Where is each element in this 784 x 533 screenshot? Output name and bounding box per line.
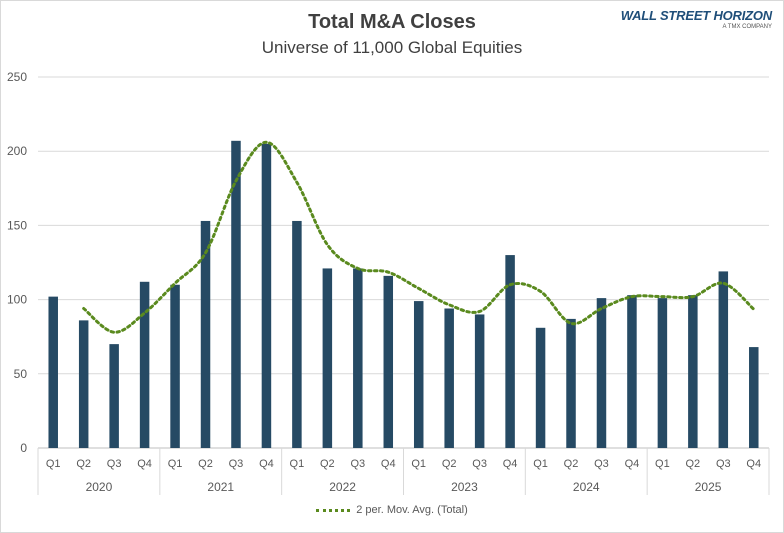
x-tick-label: Q4 (746, 458, 761, 470)
x-tick-label: Q4 (625, 458, 640, 470)
legend-label: 2 per. Mov. Avg. (Total) (356, 504, 468, 516)
legend: 2 per. Mov. Avg. (Total) (0, 504, 784, 516)
year-label: 2022 (329, 480, 356, 494)
bar (48, 296, 58, 448)
x-tick-label: Q3 (716, 458, 731, 470)
x-tick-label: Q1 (411, 458, 426, 470)
y-tick-label: 150 (7, 218, 27, 232)
x-tick-label: Q3 (107, 458, 122, 470)
bar (231, 140, 241, 448)
bar (139, 281, 150, 448)
year-label: 2021 (207, 480, 234, 494)
x-tick-label: Q1 (46, 458, 61, 470)
bar (170, 284, 180, 448)
bar (627, 295, 637, 448)
year-label: 2020 (86, 480, 113, 494)
bar (200, 220, 211, 448)
bar (535, 327, 546, 448)
x-tick-label: Q3 (229, 458, 244, 470)
x-tick-label: Q4 (259, 458, 274, 470)
x-tick-label: Q3 (594, 458, 609, 470)
bar (383, 275, 394, 448)
logo-tagline: A TMX COMPANY (722, 24, 772, 30)
bar (78, 320, 89, 448)
bar (109, 344, 119, 448)
bar (292, 220, 302, 448)
x-tick-label: Q4 (137, 458, 152, 470)
bar (657, 298, 668, 448)
bar (322, 268, 333, 448)
y-tick-label: 200 (7, 144, 27, 158)
bar (718, 271, 729, 448)
bar (474, 314, 485, 448)
x-tick-label: Q1 (290, 458, 305, 470)
bar (353, 268, 363, 448)
chart-subtitle: Universe of 11,000 Global Equities (261, 38, 523, 57)
x-tick-label: Q3 (472, 458, 487, 470)
x-tick-label: Q2 (198, 458, 213, 470)
x-tick-label: Q3 (350, 458, 365, 470)
company-logo: WALL STREET HORIZON A TMX COMPANY (621, 8, 772, 30)
y-tick-label: 250 (7, 70, 27, 84)
bar (413, 301, 424, 448)
x-tick-label: Q4 (503, 458, 518, 470)
bar (688, 295, 698, 448)
bar (444, 308, 454, 448)
x-tick-label: Q4 (381, 458, 396, 470)
bar (566, 318, 576, 448)
x-tick-label: Q1 (533, 458, 548, 470)
year-label: 2023 (451, 480, 478, 494)
bar (749, 347, 759, 448)
legend-line-swatch (316, 508, 351, 512)
x-tick-label: Q1 (168, 458, 183, 470)
x-tick-label: Q2 (442, 458, 457, 470)
bar (505, 255, 515, 448)
x-tick-label: Q1 (655, 458, 670, 470)
x-tick-label: Q2 (76, 458, 91, 470)
bar (261, 143, 272, 448)
moving-average-line (82, 140, 756, 334)
y-tick-label: 50 (14, 367, 28, 381)
year-label: 2024 (573, 480, 600, 494)
year-label: 2025 (695, 480, 722, 494)
bar (596, 298, 607, 448)
x-tick-label: Q2 (686, 458, 701, 470)
x-tick-label: Q2 (320, 458, 335, 470)
y-tick-label: 0 (20, 441, 27, 455)
logo-name: WALL STREET HORIZON (620, 8, 772, 23)
chart-title: Total M&A Closes (308, 11, 476, 33)
y-tick-label: 100 (7, 293, 27, 307)
x-tick-label: Q2 (564, 458, 579, 470)
